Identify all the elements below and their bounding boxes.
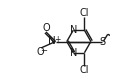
Text: Cl: Cl [80, 8, 89, 18]
Text: N: N [70, 25, 77, 35]
Text: O: O [42, 23, 50, 33]
Text: O: O [37, 47, 44, 57]
Text: +: + [55, 35, 61, 44]
Text: −: − [40, 46, 47, 55]
Text: Cl: Cl [80, 65, 89, 75]
Text: N: N [70, 48, 77, 58]
Text: S: S [99, 37, 105, 46]
Text: N: N [48, 36, 56, 46]
